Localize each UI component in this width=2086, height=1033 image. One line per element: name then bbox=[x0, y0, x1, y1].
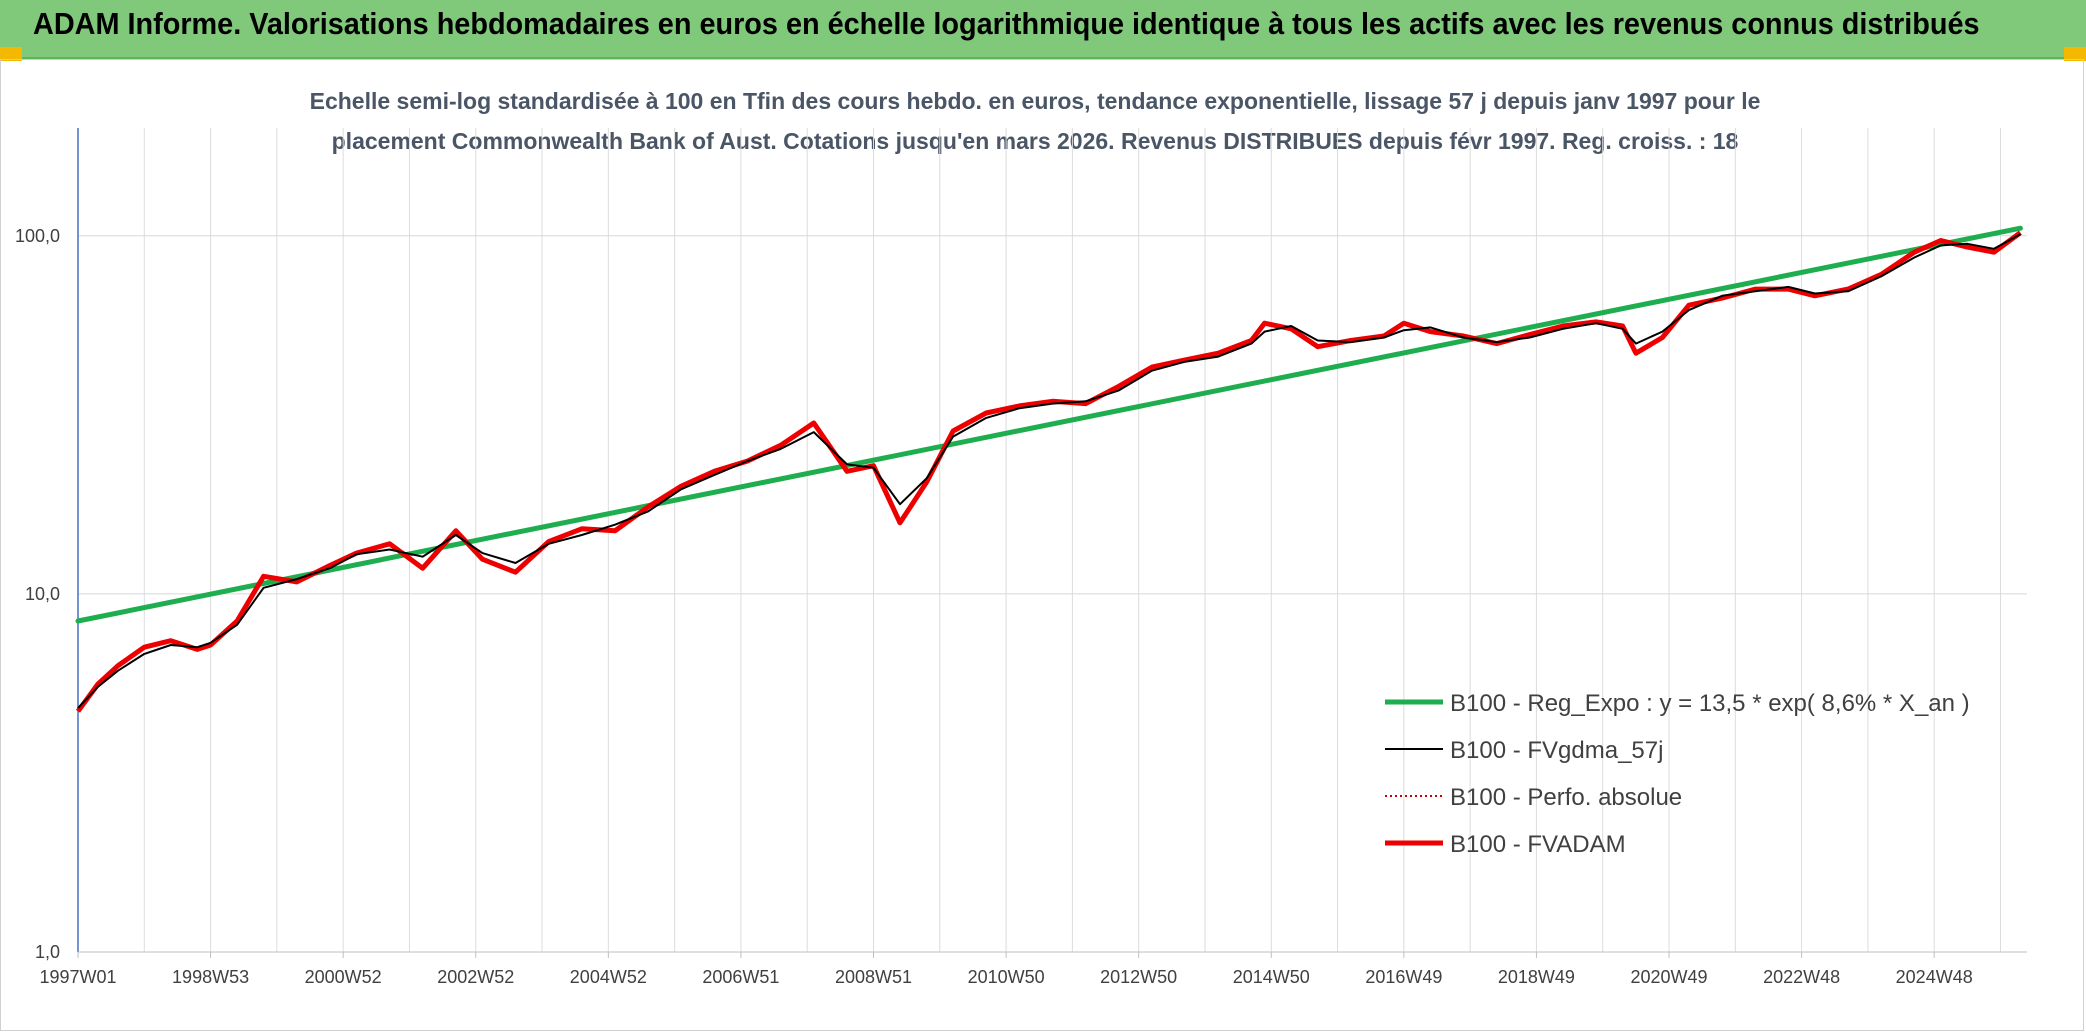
corner-accent-left bbox=[0, 47, 22, 61]
page-title: ADAM Informe. Valorisations hebdomadaire… bbox=[33, 6, 1980, 41]
chart-title-line1: Echelle semi-log standardisée à 100 en T… bbox=[309, 88, 1761, 114]
y-tick-label: 1,0 bbox=[35, 942, 60, 962]
x-tick-label: 2002W52 bbox=[437, 967, 514, 987]
legend-label: B100 - FVADAM bbox=[1450, 831, 1626, 858]
x-tick-label: 2018W49 bbox=[1498, 967, 1575, 987]
x-tick-label: 2004W52 bbox=[570, 967, 647, 987]
corner-accent-right bbox=[2064, 47, 2086, 61]
x-tick-label: 2000W52 bbox=[305, 967, 382, 987]
x-tick-label: 2014W50 bbox=[1233, 967, 1310, 987]
series-line-regression bbox=[75, 225, 2023, 624]
x-tick-label: 1998W53 bbox=[172, 967, 249, 987]
legend-label: B100 - Perfo. absolue bbox=[1450, 784, 1682, 811]
y-tick-label: 100,0 bbox=[15, 226, 60, 246]
x-tick-label: 2006W51 bbox=[702, 967, 779, 987]
legend-label: B100 - FVgdma_57j bbox=[1450, 737, 1663, 764]
header-bar: ADAM Informe. Valorisations hebdomadaire… bbox=[0, 0, 2086, 59]
y-tick-label: 10,0 bbox=[25, 584, 60, 604]
x-tick-label: 2022W48 bbox=[1763, 967, 1840, 987]
x-tick-label: 1997W01 bbox=[39, 967, 116, 987]
x-tick-label: 2008W51 bbox=[835, 967, 912, 987]
series-line-smoothed bbox=[77, 233, 2021, 709]
x-tick-label: 2024W48 bbox=[1896, 967, 1973, 987]
x-tick-label: 2016W49 bbox=[1365, 967, 1442, 987]
chart-frame bbox=[0, 59, 2084, 1031]
series-line-fvadam bbox=[75, 230, 2022, 713]
x-tick-label: 2010W50 bbox=[968, 967, 1045, 987]
legend-label: B100 - Reg_Expo : y = 13,5 * exp( 8,6% *… bbox=[1450, 690, 1970, 717]
x-tick-label: 2020W49 bbox=[1630, 967, 1707, 987]
chart-title-line2: placement Commonwealth Bank of Aust. Cot… bbox=[331, 128, 1739, 154]
x-tick-label: 2012W50 bbox=[1100, 967, 1177, 987]
